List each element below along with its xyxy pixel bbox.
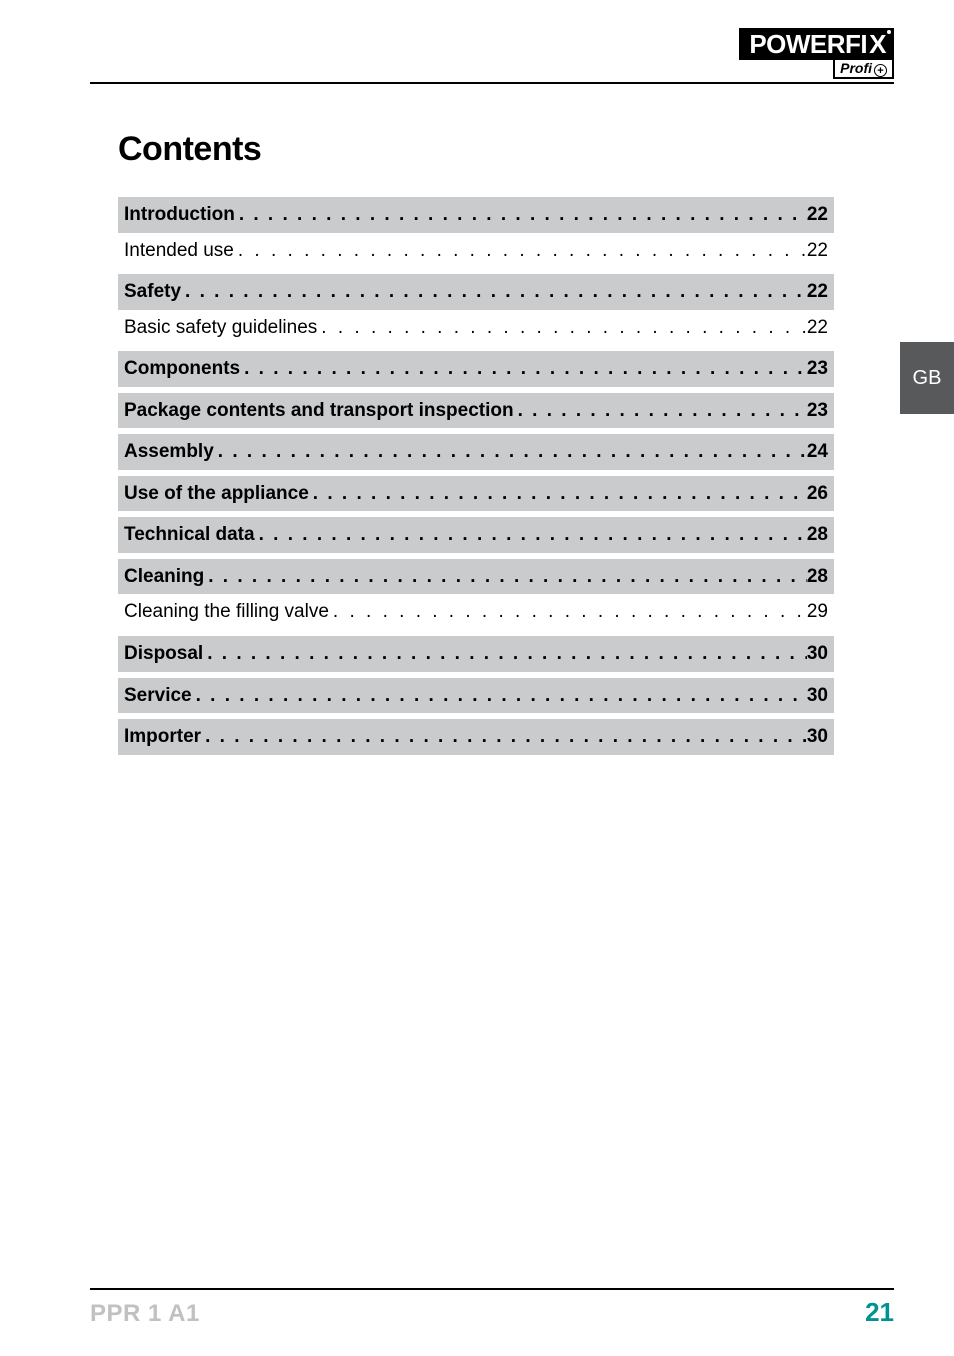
toc-leader: . . . . . . . . . . . . . . . . . . . . … [204,563,807,591]
logo-dot-icon [887,30,891,34]
toc-leader: . . . . . . . . . . . . . . . . . . . . … [192,682,807,710]
toc-label: Cleaning [124,563,204,591]
toc-page: 29 [807,598,828,626]
toc-label: Importer [124,723,201,751]
toc-page: 28 [807,563,828,591]
toc-row: Safety . . . . . . . . . . . . . . . . .… [118,274,834,310]
toc-leader: . . . . . . . . . . . . . . . . . . . . … [309,480,807,508]
toc-leader: . . . . . . . . . . . . . . . . . . . . … [255,521,807,549]
toc-row: Cleaning the filling valve . . . . . . .… [118,594,834,630]
toc-row: Use of the appliance . . . . . . . . . .… [118,476,834,512]
toc-page: 22 [807,237,828,265]
toc-leader: . . . . . . . . . . . . . . . . . . . . … [234,237,807,265]
toc-row: Service . . . . . . . . . . . . . . . . … [118,678,834,714]
toc-page: 30 [807,682,828,710]
toc-leader: . . . . . . . . . . . . . . . . . . . . … [201,723,807,751]
toc-row: Components . . . . . . . . . . . . . . .… [118,351,834,387]
toc-row: Intended use . . . . . . . . . . . . . .… [118,233,834,269]
toc-label: Safety [124,278,181,306]
model-code: PPR 1 A1 [90,1300,200,1328]
plus-icon: + [874,64,887,77]
toc-label: Technical data [124,521,255,549]
toc-page: 23 [807,355,828,383]
toc-leader: . . . . . . . . . . . . . . . . . . . . … [235,201,807,229]
toc-page: 24 [807,438,828,466]
page-footer: PPR 1 A1 21 [90,1297,894,1328]
toc-page: 22 [807,278,828,306]
page-body: Contents Introduction . . . . . . . . . … [118,130,834,755]
toc-row: Disposal . . . . . . . . . . . . . . . .… [118,636,834,672]
footer-rule [90,1288,894,1290]
toc-row: Package contents and transport inspectio… [118,393,834,429]
language-tab: GB [900,342,954,414]
toc-page: 22 [807,314,828,342]
toc-row: Technical data . . . . . . . . . . . . .… [118,517,834,553]
logo-text: POWERFI [749,29,867,59]
toc-label: Use of the appliance [124,480,309,508]
logo-main: POWERFIX [739,28,894,60]
toc-page: 26 [807,480,828,508]
toc-label: Disposal [124,640,203,668]
toc-leader: . . . . . . . . . . . . . . . . . . . . … [203,640,807,668]
toc-leader: . . . . . . . . . . . . . . . . . . . . … [317,314,807,342]
toc-row: Introduction . . . . . . . . . . . . . .… [118,197,834,233]
logo-sub: Profi+ [833,58,894,79]
toc-label: Introduction [124,201,235,229]
toc-leader: . . . . . . . . . . . . . . . . . . . . … [181,278,807,306]
toc-page: 30 [807,723,828,751]
toc-label: Basic safety guidelines [124,314,317,342]
logo-sub-text: Profi [840,60,872,76]
logo-x: X [867,29,888,59]
toc-leader: . . . . . . . . . . . . . . . . . . . . … [329,598,807,626]
toc-leader: . . . . . . . . . . . . . . . . . . . . … [240,355,807,383]
toc-leader: . . . . . . . . . . . . . . . . . . . . … [214,438,807,466]
toc-label: Components [124,355,240,383]
toc-label: Cleaning the filling valve [124,598,329,626]
toc-label: Package contents and transport inspectio… [124,397,514,425]
toc-row: Importer . . . . . . . . . . . . . . . .… [118,719,834,755]
toc-page: 28 [807,521,828,549]
toc-row: Basic safety guidelines . . . . . . . . … [118,310,834,346]
toc-row: Assembly . . . . . . . . . . . . . . . .… [118,434,834,470]
toc-page: 22 [807,201,828,229]
toc-row: Cleaning . . . . . . . . . . . . . . . .… [118,559,834,595]
page-number: 21 [865,1297,894,1328]
toc-label: Intended use [124,237,234,265]
toc-leader: . . . . . . . . . . . . . . . . . . . . … [514,397,807,425]
contents-title: Contents [118,130,834,169]
toc-label: Assembly [124,438,214,466]
brand-logo: POWERFIX Profi+ [739,28,894,79]
toc-label: Service [124,682,192,710]
header-rule [90,82,894,84]
toc-page: 23 [807,397,828,425]
table-of-contents: Introduction . . . . . . . . . . . . . .… [118,197,834,755]
toc-page: 30 [807,640,828,668]
